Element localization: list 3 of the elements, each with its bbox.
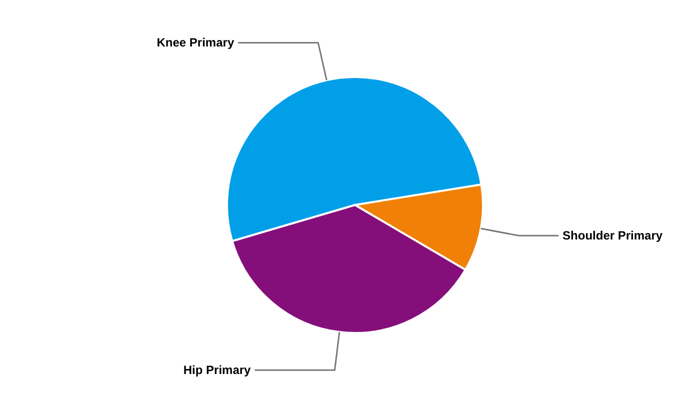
- slice-label: Shoulder Primary: [562, 228, 663, 243]
- slice-label: Hip Primary: [183, 363, 252, 378]
- slice-label: Knee Primary: [156, 36, 234, 50]
